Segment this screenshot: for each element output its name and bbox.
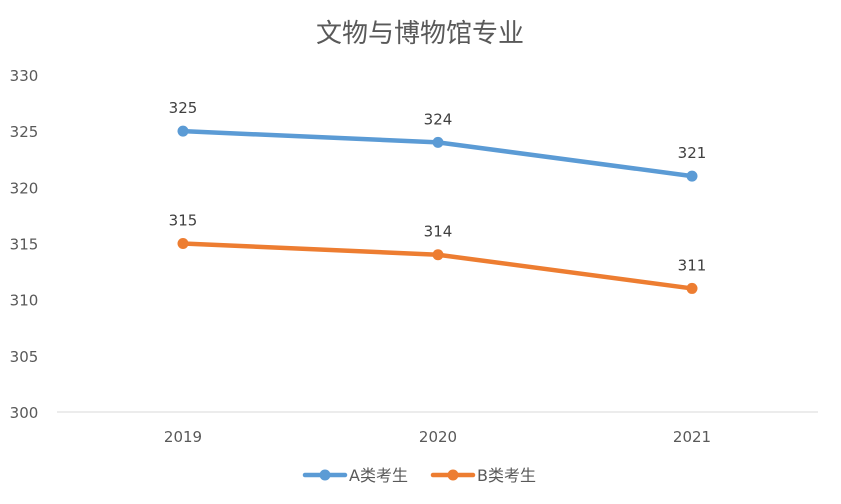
x-tick-label: 2019	[164, 428, 202, 446]
legend-marker-icon	[319, 469, 331, 481]
data-label: 314	[424, 223, 453, 241]
legend-label: B类考生	[477, 466, 536, 485]
y-tick-label: 320	[10, 179, 39, 197]
x-tick-label: 2021	[673, 428, 711, 446]
y-tick-label: 310	[10, 292, 39, 310]
series-2: 315 314 311	[169, 212, 707, 294]
data-label: 315	[169, 212, 198, 230]
data-point	[432, 136, 444, 148]
data-label: 321	[678, 144, 707, 162]
legend-label: A类考生	[349, 466, 408, 485]
y-tick-label: 315	[10, 236, 39, 254]
y-tick-label: 300	[10, 404, 39, 422]
legend-marker-icon	[447, 469, 459, 481]
y-tick-label: 330	[10, 67, 39, 85]
y-tick-label: 325	[10, 123, 39, 141]
data-point	[432, 249, 444, 261]
data-label: 324	[424, 110, 453, 128]
data-label: 311	[678, 256, 707, 274]
chart-title: 文物与博物馆专业	[316, 19, 524, 49]
data-point	[177, 125, 189, 137]
x-tick-label: 2020	[419, 428, 457, 446]
y-tick-label: 305	[10, 348, 39, 366]
legend-item: A类考生	[302, 466, 408, 485]
series-1: 325 324 321	[169, 99, 707, 182]
data-point	[686, 170, 698, 182]
data-label: 325	[169, 99, 198, 117]
data-point	[177, 238, 189, 249]
data-point	[686, 282, 698, 294]
legend-item: B类考生	[430, 466, 536, 485]
